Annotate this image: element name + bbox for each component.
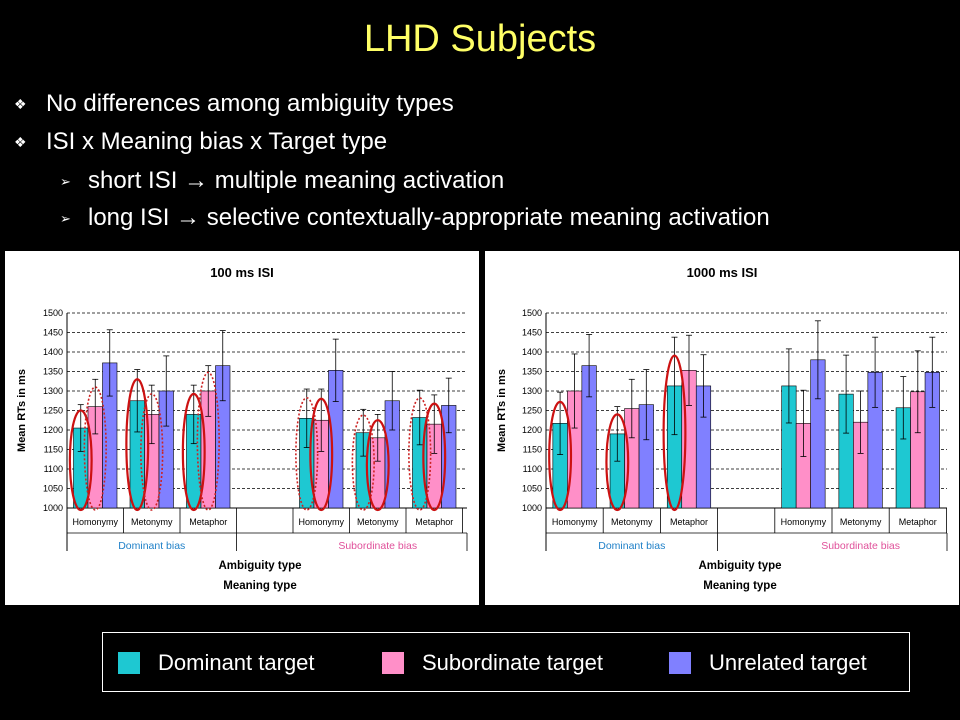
legend-label-unrelated: Unrelated target [709, 650, 867, 675]
y-tick-label: 1150 [523, 445, 542, 455]
y-tick-label: 1050 [43, 484, 63, 494]
y-tick-label: 1450 [522, 328, 542, 338]
y-tick-label: 1500 [522, 308, 542, 318]
highlight-oval-solid [68, 409, 93, 512]
highlight-oval-dotted [196, 371, 220, 511]
x-tick-label: Metonymy [840, 517, 882, 527]
legend: Dominant target Subordinate target Unrel… [102, 632, 910, 692]
x-tick-label: Homonymy [72, 517, 118, 527]
chart-1000ms: 1000 ms ISI 1000 1050 1100 1150 1200 1250 1300 1… [496, 265, 948, 592]
x-tick-label: Metaphor [670, 517, 708, 527]
bullet-1: ❖ No differences among ambiguity types [14, 90, 454, 118]
chart-panel-100ms: 100 ms ISI 1000 1050 1100 1150 1200 1250 1300 13… [5, 251, 479, 605]
group-label-subordinate: Subordinate bias [338, 540, 417, 552]
x-tick-label: Homonymy [298, 517, 344, 527]
y-tick-label: 1100 [523, 464, 542, 474]
group-label-dominant: Dominant bias [598, 540, 665, 552]
x-tick-label: Metaphor [189, 517, 227, 527]
sub-bullet-2-text: long ISI → selective contextually-approp… [88, 204, 770, 231]
x-axis-label-2: Meaning type [703, 580, 776, 592]
y-axis-label: Mean RTs in ms [16, 369, 28, 452]
highlight-oval-dotted [351, 414, 375, 511]
chart-panel-1000ms: 1000 ms ISI 1000 1050 1100 1150 1200 1250 1300 1… [485, 251, 959, 605]
y-tick-label: 1250 [522, 406, 542, 416]
highlight-oval-solid [605, 413, 630, 512]
x-tick-label: Metaphor [899, 517, 937, 527]
diamond-bullet-icon: ❖ [14, 96, 27, 112]
y-tick-label: 1150 [44, 445, 63, 455]
highlight-oval-solid [422, 402, 447, 512]
x-axis-label: Ambiguity type [698, 560, 781, 572]
sub-bullet-1-text: short ISI → multiple meaning activation [88, 167, 505, 194]
highlight-oval-solid [125, 378, 150, 512]
highlight-oval-solid [662, 354, 687, 512]
sub-bullet-2: ➢ long ISI → selective contextually-appr… [60, 204, 770, 232]
y-axis-label: Mean RTs in ms [496, 369, 508, 452]
legend-label-subordinate: Subordinate target [422, 650, 604, 675]
x-tick-label: Metonymy [611, 517, 653, 527]
bullet-1-text: No differences among ambiguity types [46, 90, 454, 117]
sub-bullet-1: ➢ short ISI → multiple meaning activatio… [60, 167, 504, 195]
x-tick-label: Metaphor [415, 517, 453, 527]
y-tick-label: 1400 [43, 347, 63, 357]
y-tick-label: 1050 [522, 484, 542, 494]
y-tick-label: 1000 [43, 503, 63, 513]
highlight-oval-solid [309, 397, 334, 512]
group-label-dominant: Dominant bias [118, 540, 185, 552]
highlight-oval-solid [181, 392, 206, 512]
legend-swatch-unrelated [669, 652, 691, 674]
legend-item-dominant: Dominant target [118, 648, 315, 678]
y-tick-label: 1300 [43, 386, 63, 396]
y-tick-label: 1500 [43, 308, 63, 318]
y-tick-label: 1400 [522, 347, 542, 357]
highlight-oval-dotted [83, 386, 107, 511]
y-tick-label: 1250 [43, 406, 63, 416]
arrow-bullet-icon: ➢ [60, 174, 71, 189]
y-tick-label: 1200 [522, 425, 542, 435]
y-tick-label: 1200 [43, 425, 63, 435]
chart-100ms: 100 ms ISI 1000 1050 1100 1150 1200 1250 1300 13… [16, 265, 468, 592]
x-tick-label: Homonymy [781, 517, 827, 527]
legend-item-subordinate: Subordinate target [382, 648, 603, 678]
x-tick-label: Homonymy [552, 517, 598, 527]
x-axis-label-2: Meaning type [223, 580, 296, 592]
y-tick-label: 1350 [43, 367, 63, 377]
legend-item-unrelated: Unrelated target [669, 648, 867, 678]
legend-label-dominant: Dominant target [158, 650, 315, 675]
x-axis-label: Ambiguity type [218, 560, 301, 572]
y-tick-label: 1000 [522, 503, 542, 513]
group-label-subordinate: Subordinate bias [821, 540, 900, 552]
legend-swatch-dominant [118, 652, 140, 674]
y-tick-label: 1100 [44, 464, 63, 474]
chart-title: 100 ms ISI [210, 265, 274, 280]
highlight-oval-solid [548, 400, 573, 512]
legend-swatch-subordinate [382, 652, 404, 674]
y-tick-label: 1350 [522, 367, 542, 377]
chart-title: 1000 ms ISI [687, 265, 758, 280]
bullet-2-text: ISI x Meaning bias x Target type [46, 128, 388, 155]
x-tick-label: Metonymy [131, 517, 173, 527]
bullet-2: ❖ ISI x Meaning bias x Target type [14, 128, 387, 156]
slide-title: LHD Subjects [363, 18, 597, 60]
diamond-bullet-icon: ❖ [14, 134, 27, 150]
arrow-bullet-icon: ➢ [60, 211, 71, 226]
highlight-oval-solid [365, 419, 390, 512]
x-tick-label: Metonymy [357, 517, 399, 527]
y-tick-label: 1450 [43, 328, 63, 338]
y-tick-label: 1300 [522, 386, 542, 396]
highlight-oval-dotted [140, 393, 164, 511]
bullet-list: ❖ No differences among ambiguity types ❖… [0, 0, 960, 250]
